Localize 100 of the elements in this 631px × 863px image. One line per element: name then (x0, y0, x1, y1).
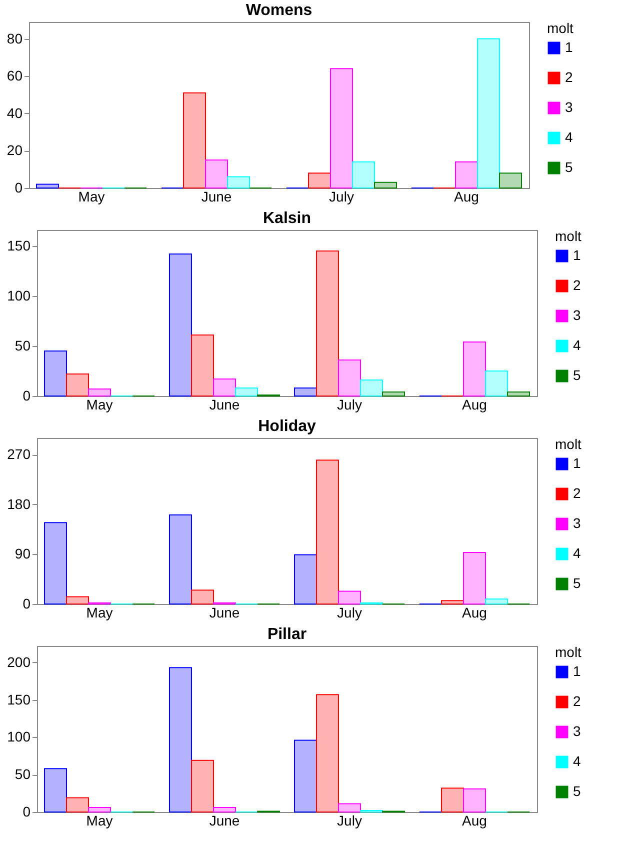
y-tick-label: 0 (22, 596, 31, 612)
y-tick-label: 40 (6, 104, 23, 121)
bar (316, 250, 339, 396)
bar (205, 160, 228, 188)
y-tick-label: 50 (14, 766, 31, 782)
bar (441, 600, 464, 604)
legend-title: molt (555, 436, 582, 452)
bar (66, 374, 89, 396)
bar (330, 68, 353, 188)
legend-label: 4 (573, 545, 581, 561)
y-tick-label: 100 (7, 288, 31, 304)
x-tick-label: Aug (462, 396, 487, 412)
bar (316, 460, 339, 604)
y-tick-label: 150 (7, 691, 31, 708)
y-tick-label: 0 (22, 388, 31, 404)
x-tick-label: May (86, 604, 113, 620)
y-tick-label: 90 (14, 546, 31, 562)
bar (382, 392, 405, 396)
bar (338, 590, 361, 604)
x-tick-label: May (86, 812, 113, 828)
bar (455, 161, 478, 188)
y-tick-label: 60 (6, 68, 23, 84)
bar (374, 182, 397, 188)
bar (352, 161, 375, 188)
bar (308, 172, 331, 188)
bar (36, 184, 59, 188)
bar (169, 254, 192, 396)
x-tick-label: June (201, 188, 232, 204)
legend-label: 5 (573, 367, 581, 383)
y-tick-label: 150 (7, 238, 31, 254)
legend-label: 2 (573, 693, 581, 709)
bar (88, 807, 111, 812)
legend-label: 1 (573, 247, 581, 263)
x-tick-label: July (337, 812, 362, 828)
legend-title: molt (547, 20, 574, 36)
bar (213, 378, 236, 396)
bar (191, 334, 214, 396)
x-tick-label: Aug (454, 188, 479, 204)
x-tick-label: May (86, 396, 113, 412)
x-tick-label: July (329, 188, 354, 204)
legend-label: 5 (573, 783, 581, 799)
bar (485, 370, 508, 396)
bar (485, 598, 508, 604)
bar (183, 92, 206, 188)
bar (441, 788, 464, 812)
bar (235, 388, 258, 396)
bar (88, 388, 111, 396)
bar (169, 514, 192, 604)
y-tick-label: 0 (22, 804, 31, 820)
bar (463, 342, 486, 396)
bar (44, 768, 67, 812)
chart-title: Womens (246, 2, 312, 19)
chart-title: Holiday (258, 418, 316, 435)
bar (477, 38, 500, 188)
legend-label: 3 (565, 99, 573, 115)
bar (294, 554, 317, 604)
legend-label: 5 (565, 159, 573, 175)
bar (191, 760, 214, 812)
chart-title: Pillar (267, 626, 307, 643)
bar (499, 172, 522, 188)
y-tick-label: 20 (6, 142, 23, 158)
bar (338, 803, 361, 812)
y-tick-label: 100 (7, 728, 31, 745)
bar (169, 667, 192, 812)
y-tick-label: 180 (7, 496, 31, 512)
legend-label: 4 (573, 337, 581, 353)
y-tick-label: 50 (14, 338, 31, 354)
legend-label: 1 (573, 455, 581, 471)
y-tick-label: 270 (7, 446, 31, 462)
bar (213, 807, 236, 812)
legend-label: 2 (573, 277, 581, 293)
bar (191, 590, 214, 604)
bar (507, 392, 530, 396)
legend-label: 4 (565, 129, 573, 145)
legend-label: 3 (573, 307, 581, 323)
bar (66, 797, 89, 812)
legend-label: 3 (573, 515, 581, 531)
x-tick-label: July (337, 396, 362, 412)
x-tick-label: June (209, 604, 240, 620)
x-tick-label: Aug (462, 604, 487, 620)
bar (227, 176, 250, 188)
bar (294, 388, 317, 396)
bar (316, 694, 339, 812)
bar (44, 522, 67, 604)
x-tick-label: Aug (462, 812, 487, 828)
x-tick-label: May (78, 188, 105, 204)
y-tick-label: 0 (14, 180, 23, 196)
bar (44, 350, 67, 396)
bar (338, 360, 361, 396)
legend-label: 1 (565, 39, 573, 55)
legend-label: 2 (565, 69, 573, 85)
bar (463, 788, 486, 812)
bar (360, 380, 383, 396)
x-tick-label: June (209, 812, 240, 828)
legend-title: molt (555, 228, 582, 244)
legend-label: 4 (573, 753, 581, 769)
bar (294, 740, 317, 812)
bar (66, 596, 89, 604)
legend-label: 5 (573, 575, 581, 591)
x-tick-label: June (209, 396, 240, 412)
